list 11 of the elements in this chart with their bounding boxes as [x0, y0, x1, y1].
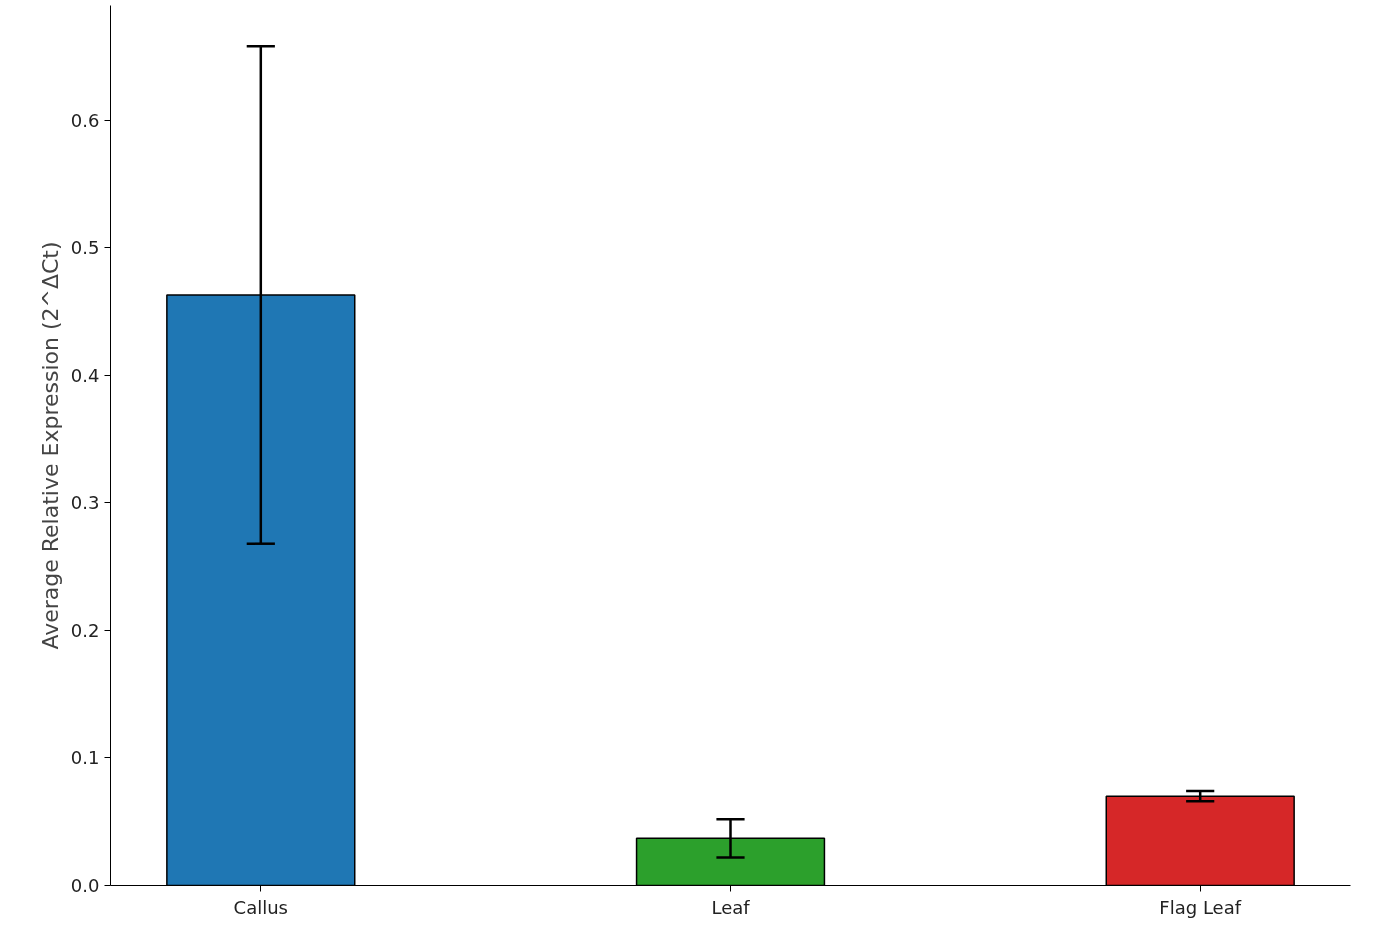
- x-tick-label: Flag Leaf: [1159, 896, 1242, 918]
- y-tick-label: 0.6: [70, 109, 100, 131]
- y-tick-label: 0.3: [70, 492, 100, 514]
- y-tick-label: 0.5: [70, 237, 100, 259]
- y-tick-label: 0.4: [70, 364, 100, 386]
- y-tick-label: 0.1: [70, 747, 100, 769]
- y-tick-label: 0.2: [70, 619, 100, 641]
- x-tick-label: Leaf: [711, 896, 751, 918]
- x-tick-label: Callus: [233, 896, 288, 918]
- y-tick-label: 0.0: [70, 875, 100, 896]
- y-axis-title: Average Relative Expression (2^ΔCt): [37, 241, 63, 650]
